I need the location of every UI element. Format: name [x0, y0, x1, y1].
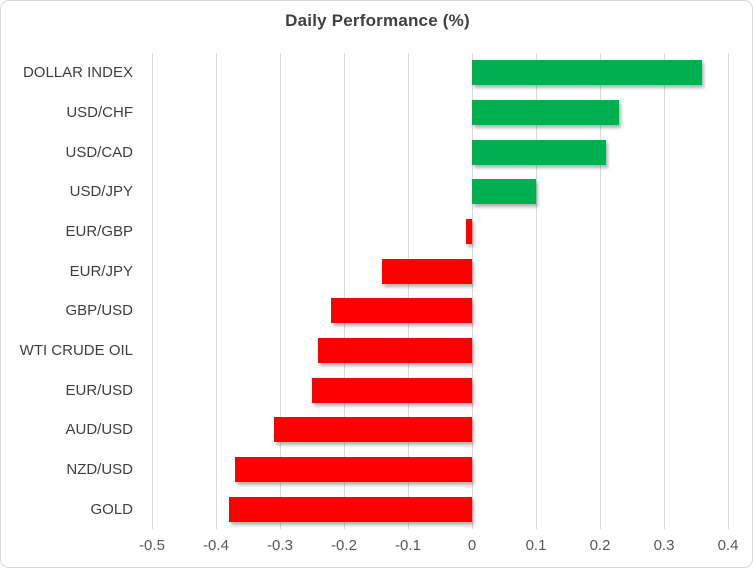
- category-label: GBP/USD: [65, 302, 133, 320]
- x-tick-label: 0: [467, 537, 477, 554]
- x-tick-label: 0.3: [653, 537, 675, 554]
- gridline: [408, 53, 409, 529]
- bar-usd-chf: [472, 100, 620, 125]
- bar-gold: [228, 496, 472, 522]
- gridline: [536, 53, 537, 529]
- bar-eur-usd: [312, 377, 472, 403]
- x-tick-label: -0.1: [395, 537, 421, 554]
- x-tick-label: 0.4: [717, 537, 739, 554]
- gridline: [216, 53, 217, 529]
- category-label: AUD/USD: [65, 421, 133, 439]
- category-axis: DOLLAR INDEX USD/CHF USD/CAD USD/JPY EUR/GBP…: [1, 53, 133, 529]
- bar-aud-usd: [273, 417, 472, 443]
- bar-eur-gbp: [465, 219, 472, 244]
- category-label: GOLD: [90, 500, 133, 518]
- category-label: USD/CHF: [66, 103, 133, 121]
- bar-usd-jpy: [472, 179, 536, 205]
- x-tick-label: 0.2: [589, 537, 611, 554]
- x-tick-label: -0.3: [267, 537, 293, 554]
- category-label: EUR/GBP: [65, 222, 133, 240]
- gridline: [152, 53, 153, 529]
- gridline: [280, 53, 281, 529]
- chart-title: Daily Performance (%): [285, 11, 470, 30]
- gridline: [728, 53, 729, 529]
- x-tick-label: -0.5: [139, 537, 165, 554]
- gridline: [664, 53, 665, 529]
- bar-usd-cad: [472, 139, 607, 165]
- plot-area: [152, 53, 729, 529]
- category-label: USD/CAD: [65, 143, 133, 161]
- gridline: [600, 53, 601, 529]
- value-axis: -0.5 -0.4 -0.3 -0.2 -0.1 0 0.1 0.2 0.3 0.4: [139, 537, 738, 559]
- bar-nzd-usd: [235, 457, 472, 482]
- bar-dollar-index: [472, 60, 703, 86]
- category-label: EUR/JPY: [69, 262, 133, 280]
- category-label: EUR/USD: [65, 381, 133, 399]
- bar-wti-crude-oil: [318, 338, 472, 363]
- gridline: [344, 53, 345, 529]
- category-label: DOLLAR INDEX: [22, 64, 133, 82]
- category-label: WTI CRUDE OIL: [19, 341, 133, 359]
- x-tick-label: -0.4: [203, 537, 229, 554]
- gridline: [472, 53, 473, 529]
- x-tick-label: -0.2: [331, 537, 357, 554]
- bar-eur-jpy: [382, 258, 472, 284]
- category-label: USD/JPY: [69, 183, 133, 201]
- bar-gbp-usd: [331, 298, 472, 324]
- x-tick-label: 0.1: [525, 537, 547, 554]
- category-label: NZD/USD: [66, 460, 133, 478]
